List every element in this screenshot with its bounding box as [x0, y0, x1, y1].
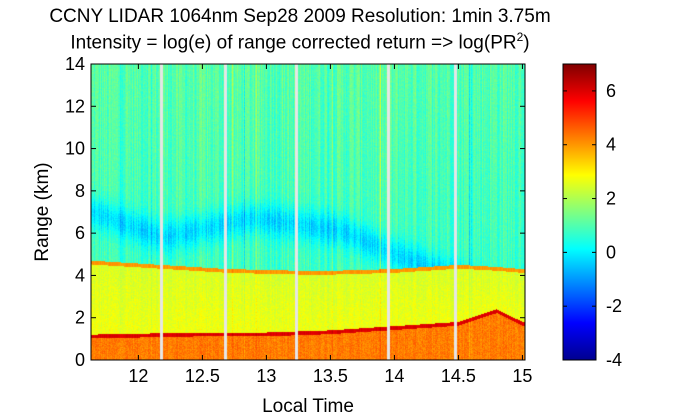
colorbar-tick-label-0: -4 — [606, 350, 622, 370]
x-tick-label-2: 13 — [256, 366, 276, 386]
colorbar-tick-label-3: 2 — [606, 189, 616, 209]
colorbar-axis: -4 -2 0 2 4 6 — [563, 81, 622, 370]
plot-frame — [90, 63, 526, 361]
x-tick-label-4: 14 — [384, 366, 404, 386]
x-axis: 12 12.5 13 13.5 14 14.5 15 — [128, 64, 532, 386]
chart-title: CCNY LIDAR 1064nm Sep28 2009 Resolution:… — [49, 6, 551, 27]
y-axis-label: Range (km) — [32, 162, 53, 261]
subtitle-suffix: ) — [523, 32, 530, 54]
y-tick-label-4: 8 — [75, 181, 85, 201]
subtitle-text: Intensity = log(e) of range corrected re… — [70, 32, 517, 54]
y-tick-label-3: 6 — [75, 223, 85, 243]
colorbar-tick-label-5: 6 — [606, 81, 616, 101]
x-tick-label-6: 15 — [512, 366, 532, 386]
colorbar-tick-label-2: 0 — [606, 242, 616, 262]
heatmap-container — [91, 64, 525, 360]
y-tick-label-2: 4 — [75, 265, 85, 285]
y-tick-label-1: 2 — [75, 308, 85, 328]
y-tick-label-6: 12 — [65, 96, 85, 116]
colorbar — [562, 63, 597, 361]
y-tick-label-0: 0 — [75, 350, 85, 370]
x-tick-label-3: 13.5 — [313, 366, 348, 386]
y-tick-label-7: 14 — [65, 54, 85, 74]
colorbar-tick-label-1: -2 — [606, 296, 622, 316]
x-tick-label-1: 12.5 — [185, 366, 220, 386]
chart-subtitle: Intensity = log(e) of range corrected re… — [0, 30, 600, 54]
colorbar-tick-label-4: 4 — [606, 135, 616, 155]
y-tick-label-5: 10 — [65, 139, 85, 159]
x-tick-label-5: 14.5 — [441, 366, 476, 386]
x-tick-label-0: 12 — [128, 366, 148, 386]
y-axis: 0 2 4 6 8 10 12 14 — [65, 54, 525, 370]
subtitle-superscript: 2 — [516, 30, 524, 44]
intensity-heatmap — [91, 64, 525, 360]
x-axis-label: Local Time — [262, 396, 354, 417]
